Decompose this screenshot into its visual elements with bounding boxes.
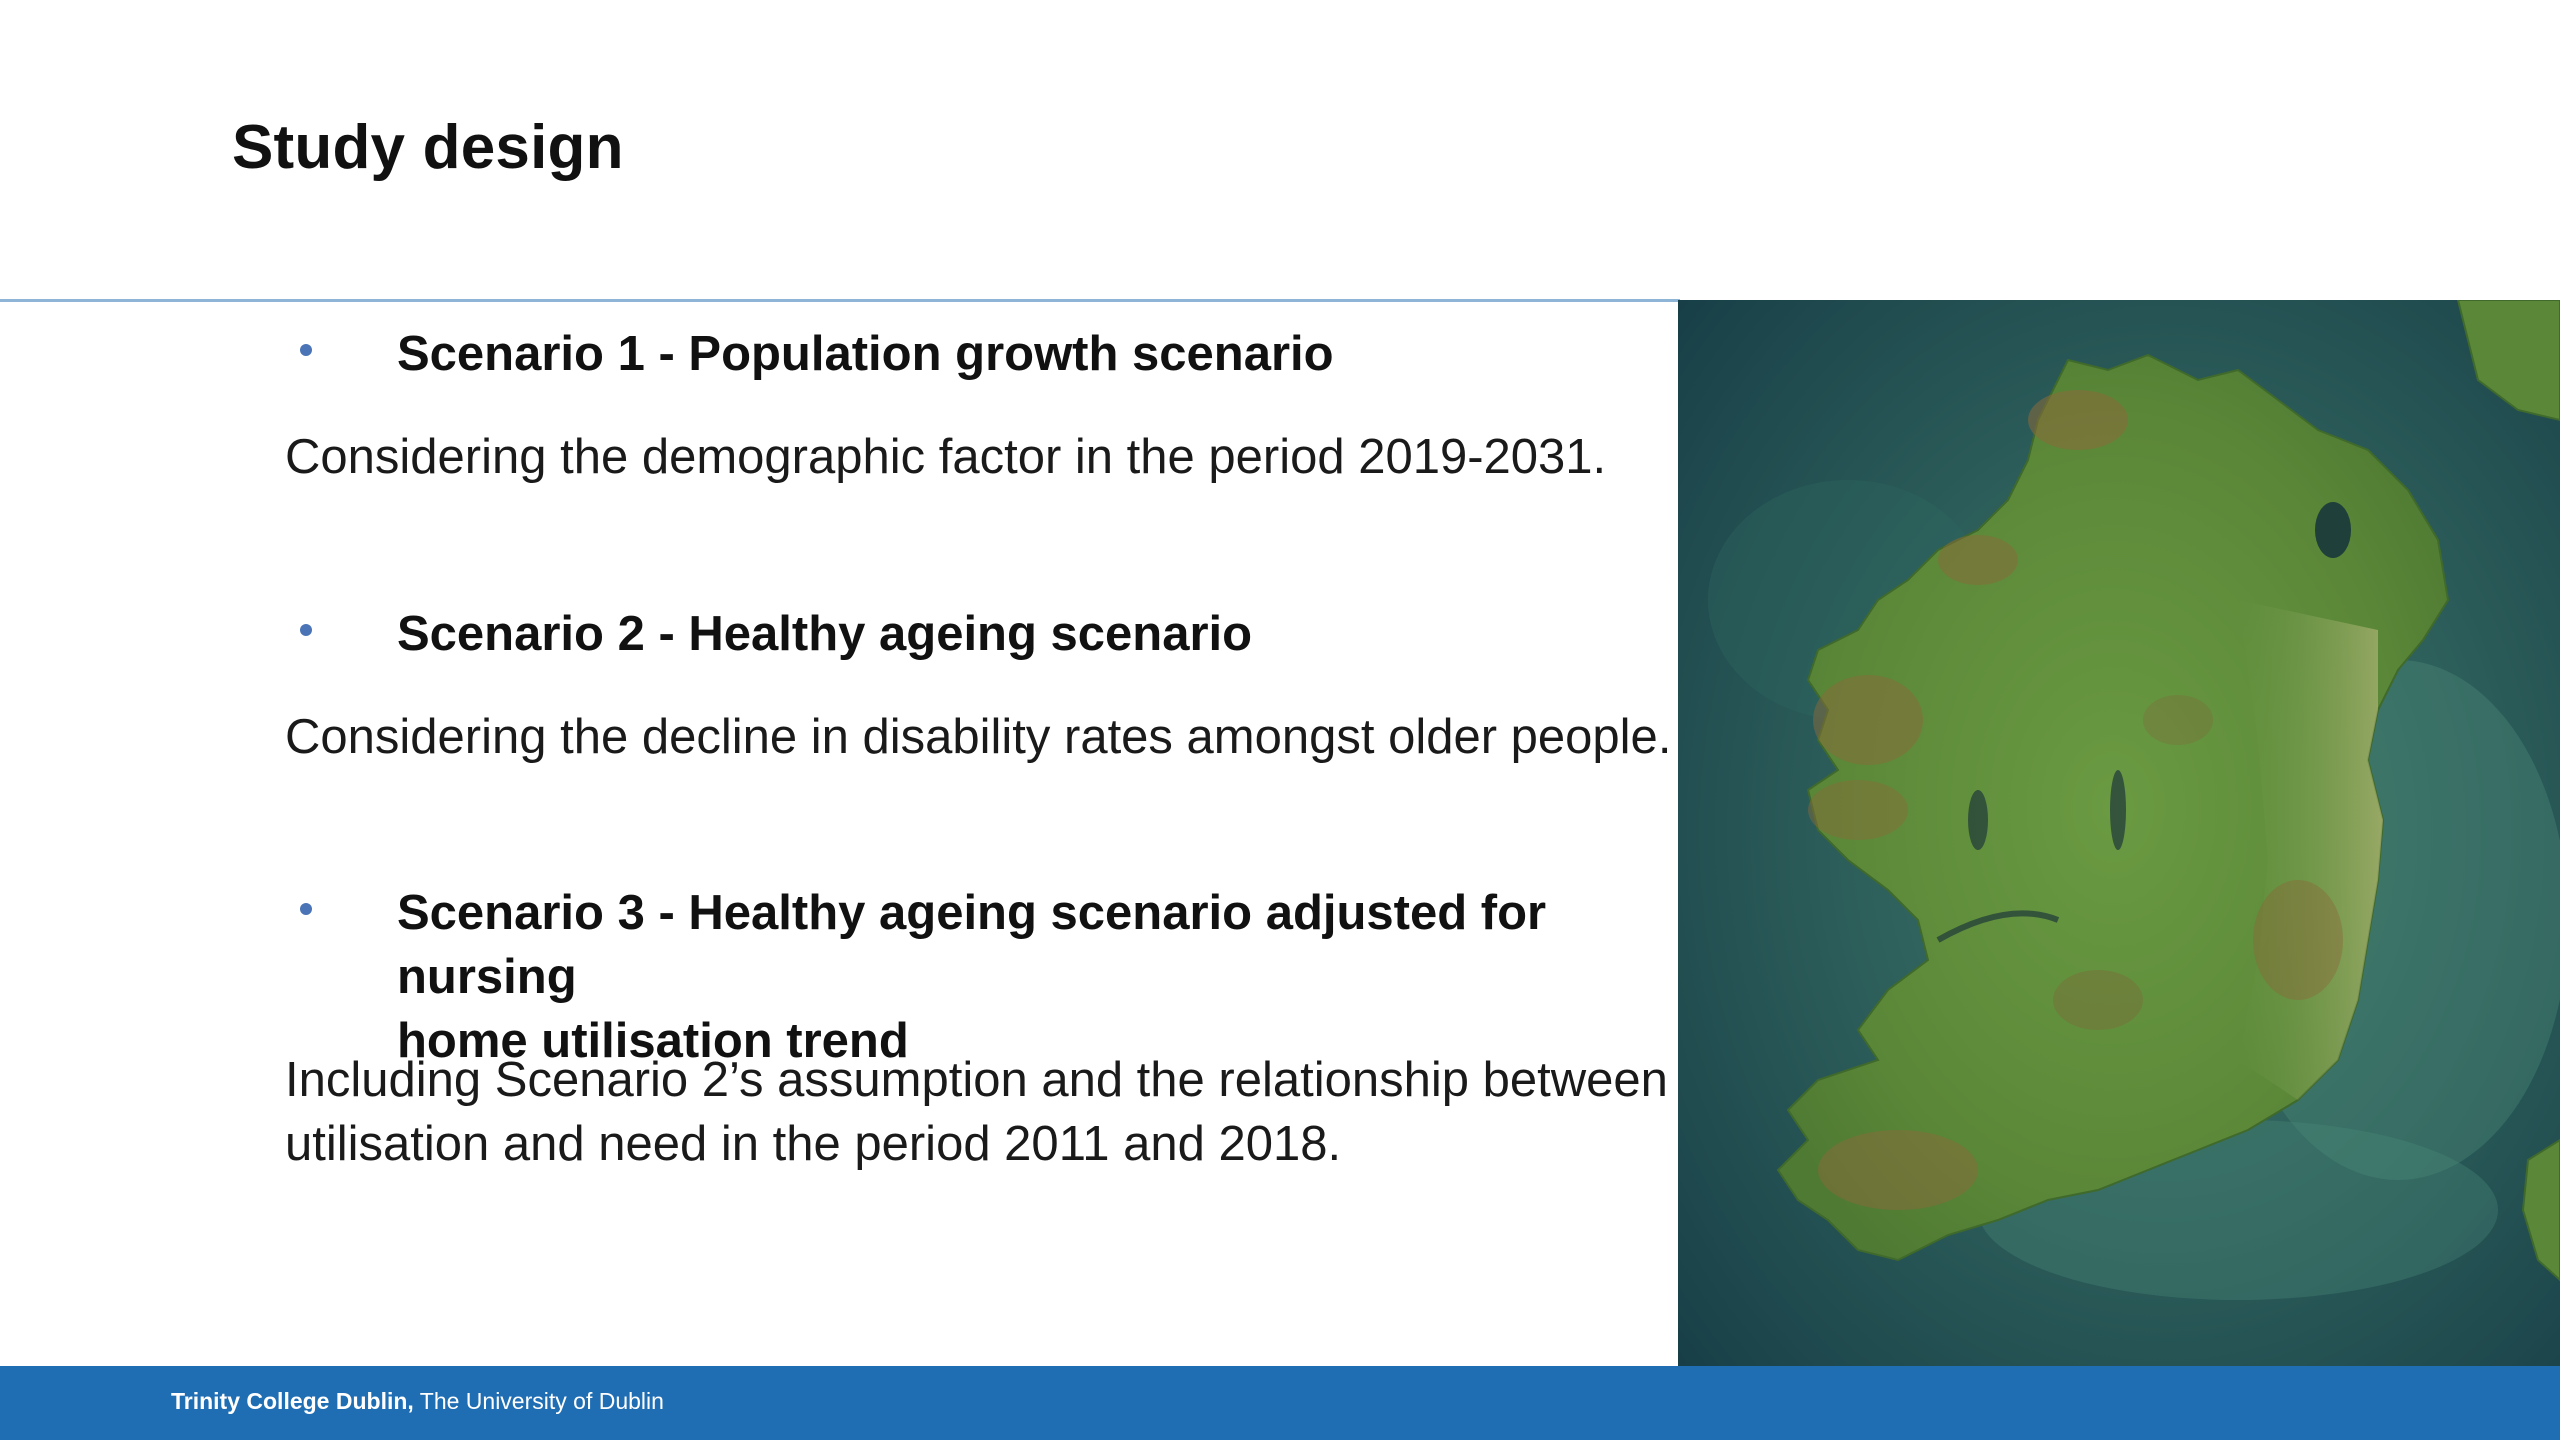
content-area: Scenario 1 - Population growth scenario … bbox=[0, 300, 1678, 1366]
footer-bar: Trinity College Dublin, The University o… bbox=[0, 1366, 2560, 1440]
scenario-2-heading: Scenario 2 - Healthy ageing scenario bbox=[397, 607, 1253, 661]
slide-title: Study design bbox=[232, 113, 624, 182]
lough-neagh bbox=[2315, 502, 2351, 558]
lake bbox=[1968, 790, 1988, 850]
scenario-3-description: Including Scenario 2’s assumption and th… bbox=[285, 1048, 1675, 1176]
scenario-3-bullet: Scenario 3 - Healthy ageing scenario adj… bbox=[300, 881, 1657, 1073]
highland-patch bbox=[2028, 390, 2128, 450]
lake bbox=[2110, 770, 2126, 850]
ireland-satellite-image bbox=[1678, 300, 2560, 1366]
scenario-1-description: Considering the demographic factor in th… bbox=[285, 430, 1607, 484]
highland-patch bbox=[2253, 880, 2343, 1000]
bullet-icon bbox=[300, 624, 312, 636]
scenario-3-heading-line-2: home utilisation trend bbox=[397, 1014, 909, 1068]
east-farmland bbox=[2238, 600, 2383, 1100]
bullet-icon bbox=[300, 344, 312, 356]
footer-university: The University of Dublin bbox=[413, 1388, 664, 1414]
footer-institution-name: Trinity College Dublin, bbox=[171, 1388, 414, 1414]
ireland-map-svg bbox=[1678, 300, 2560, 1366]
title-divider bbox=[0, 299, 1680, 302]
scenario-3-heading: Scenario 3 - Healthy ageing scenario adj… bbox=[397, 881, 1657, 1073]
scenario-3-description-line-2: utilisation and need in the period 2011 … bbox=[285, 1117, 1342, 1171]
scenario-2-bullet: Scenario 2 - Healthy ageing scenario bbox=[300, 602, 1657, 666]
highland-patch bbox=[1938, 535, 2018, 585]
highland-patch bbox=[1818, 1130, 1978, 1210]
highland-patch bbox=[1813, 675, 1923, 765]
scenario-3-description-line-1: Including Scenario 2’s assumption and th… bbox=[285, 1053, 1668, 1107]
highland-patch bbox=[1808, 780, 1908, 840]
scenario-3-heading-line-1: Scenario 3 - Healthy ageing scenario adj… bbox=[397, 886, 1547, 1004]
scenario-1-heading: Scenario 1 - Population growth scenario bbox=[397, 327, 1334, 381]
shannon-estuary bbox=[1936, 910, 2060, 943]
wales-landmass bbox=[2521, 1138, 2560, 1282]
scenario-1-bullet: Scenario 1 - Population growth scenario bbox=[300, 322, 1657, 386]
scenario-2-description: Considering the decline in disability ra… bbox=[285, 710, 1672, 764]
scotland-landmass bbox=[2456, 300, 2560, 422]
highland-patch bbox=[2143, 695, 2213, 745]
highland-patch bbox=[2053, 970, 2143, 1030]
bullet-icon bbox=[300, 903, 312, 915]
footer-institution: Trinity College Dublin, The University o… bbox=[171, 1388, 664, 1415]
